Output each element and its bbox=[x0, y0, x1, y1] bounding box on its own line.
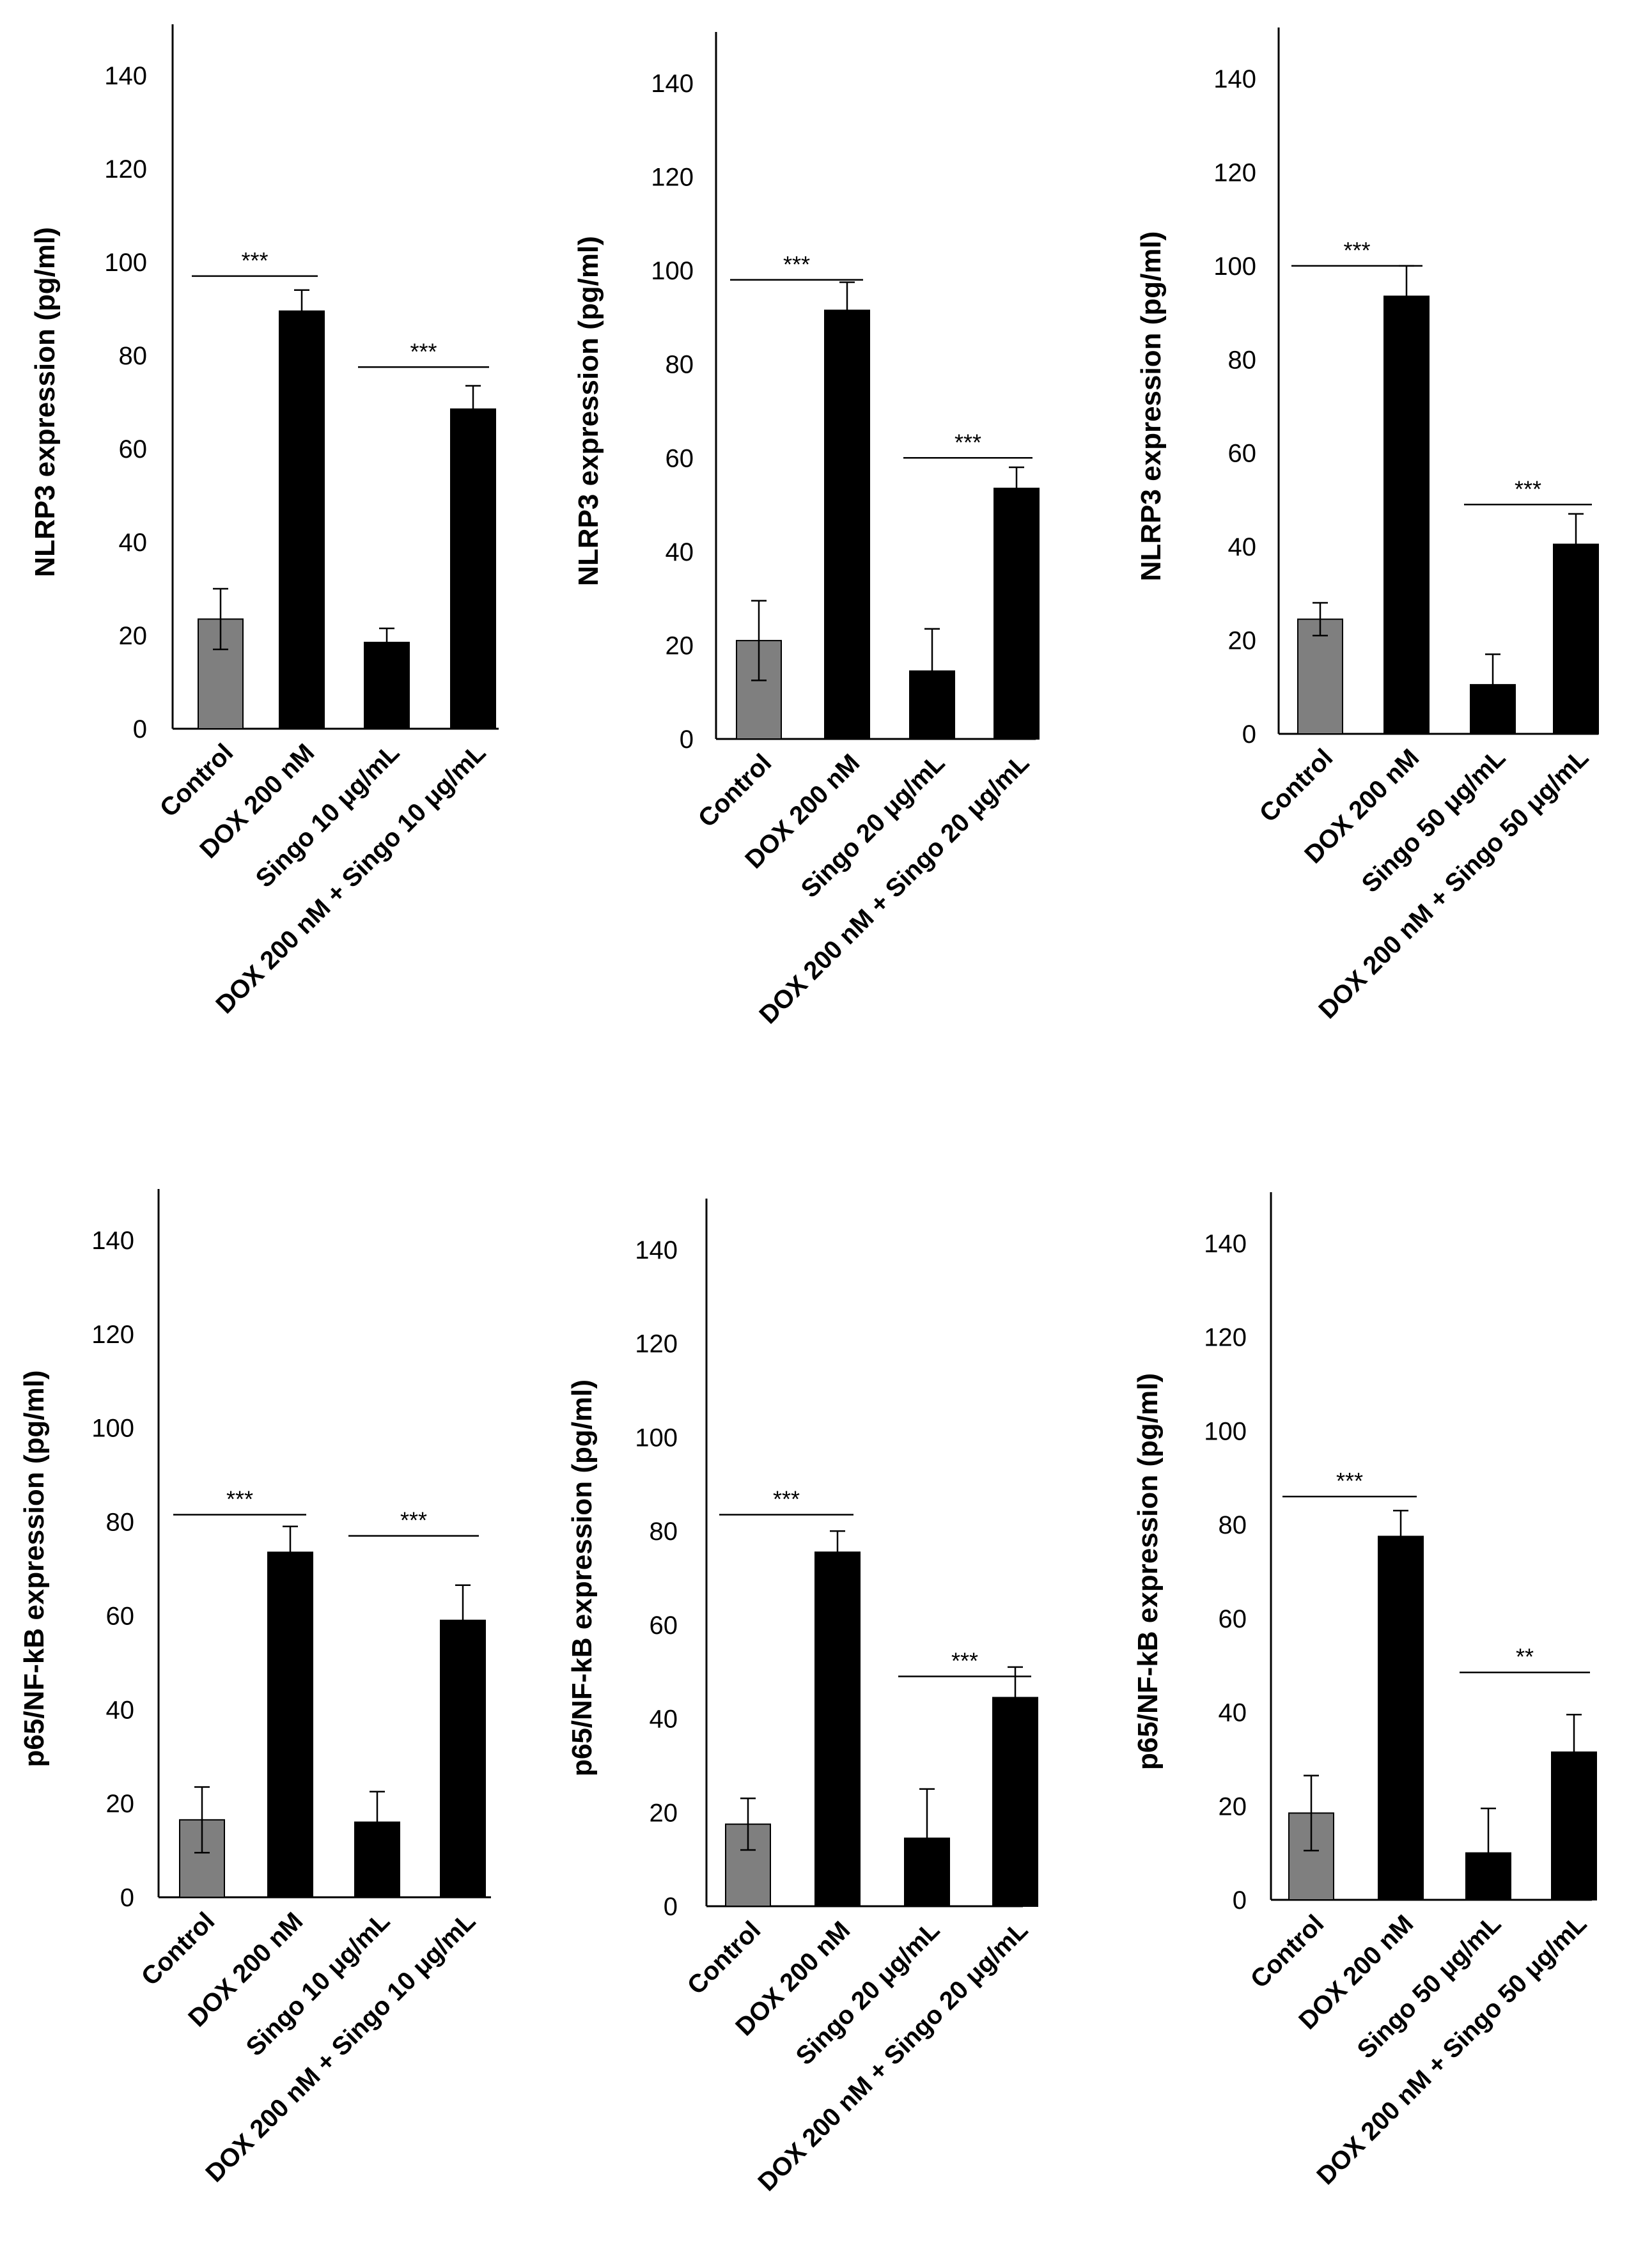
y-tick-label: 0 bbox=[133, 715, 147, 743]
significance-label: *** bbox=[241, 247, 268, 274]
y-tick-label: 0 bbox=[1242, 720, 1256, 749]
bar-1 bbox=[1378, 1535, 1424, 1901]
significance-label: *** bbox=[1343, 237, 1370, 263]
y-tick-label: 40 bbox=[119, 529, 148, 557]
y-tick-label: 60 bbox=[1219, 1605, 1247, 1633]
y-tick-label: 60 bbox=[650, 1612, 678, 1640]
y-tick-label: 100 bbox=[635, 1424, 678, 1452]
y-tick-label: 60 bbox=[106, 1602, 135, 1630]
y-tick-label: 120 bbox=[1213, 159, 1256, 187]
y-tick-label: 80 bbox=[106, 1509, 135, 1537]
bar-3 bbox=[450, 408, 496, 729]
chart-panel-top-left: 0 20 40 60 80 100 120 140 NLRP3 expression (pg/m… bbox=[29, 24, 499, 1019]
y-tick-label: 140 bbox=[635, 1236, 678, 1264]
y-tick-label: 20 bbox=[106, 1790, 135, 1818]
y-tick-label: 120 bbox=[635, 1330, 678, 1358]
significance-label: ** bbox=[1516, 1643, 1534, 1670]
y-tick-label: 100 bbox=[651, 257, 694, 285]
y-axis-title: NLRP3 expression (pg/ml) bbox=[573, 236, 604, 586]
bar-0 bbox=[1297, 618, 1343, 734]
chart-panel-top-right: 0 20 40 60 80 100 120 140 NLRP3 expression (pg/m… bbox=[1135, 27, 1599, 1024]
y-tick-label: 140 bbox=[1204, 1230, 1247, 1258]
significance-label: *** bbox=[226, 1486, 253, 1512]
y-axis-title: p65/NF-kB expression (pg/ml) bbox=[566, 1379, 598, 1776]
y-axis-title: NLRP3 expression (pg/ml) bbox=[29, 227, 61, 577]
bar-1 bbox=[279, 310, 325, 729]
y-tick-label: 140 bbox=[104, 62, 147, 90]
significance-label: *** bbox=[773, 1486, 800, 1512]
significance-label: *** bbox=[1515, 476, 1541, 502]
significance-label: *** bbox=[410, 338, 437, 364]
bar-1 bbox=[1383, 295, 1430, 735]
y-tick-label: 20 bbox=[1228, 627, 1257, 655]
significance-label: *** bbox=[1336, 1468, 1363, 1494]
significance-label: *** bbox=[951, 1648, 978, 1674]
category-label: Singo 10 μg/mL bbox=[241, 1907, 396, 2062]
y-tick-label: 20 bbox=[666, 632, 694, 660]
y-tick-label: 120 bbox=[1204, 1324, 1247, 1352]
y-tick-label: 0 bbox=[664, 1893, 678, 1921]
y-tick-label: 100 bbox=[1213, 253, 1256, 281]
y-tick-label: 80 bbox=[666, 351, 694, 379]
bar-1 bbox=[824, 309, 870, 740]
bar-1 bbox=[267, 1551, 313, 1899]
y-tick-label: 0 bbox=[680, 726, 694, 754]
y-tick-label: 120 bbox=[651, 164, 694, 192]
category-label: Control bbox=[1245, 1909, 1330, 1994]
y-tick-label: 80 bbox=[1228, 346, 1257, 374]
bar-1 bbox=[814, 1551, 861, 1907]
y-tick-label: 100 bbox=[1204, 1417, 1247, 1445]
y-tick-label: 140 bbox=[91, 1227, 134, 1255]
y-tick-label: 20 bbox=[119, 622, 148, 650]
significance-label: *** bbox=[955, 429, 981, 455]
category-label: Control bbox=[155, 738, 239, 823]
y-tick-label: 40 bbox=[1219, 1699, 1247, 1727]
y-tick-label: 40 bbox=[650, 1705, 678, 1734]
y-tick-label: 80 bbox=[650, 1518, 678, 1546]
y-tick-label: 20 bbox=[650, 1799, 678, 1827]
chart-panel-top-middle: 0 20 40 60 80 100 120 140 NLRP3 expression (pg/m… bbox=[573, 32, 1040, 1029]
category-label: Control bbox=[1254, 743, 1339, 828]
chart-panel-bottom-left: 0 20 40 60 80 100 120 140 p65/NF-kB expression (… bbox=[19, 1189, 491, 2187]
bar-3 bbox=[1551, 1751, 1597, 1901]
y-axis-title: NLRP3 expression (pg/ml) bbox=[1135, 231, 1167, 582]
y-tick-label: 80 bbox=[119, 342, 148, 370]
category-label: Singo 50 μg/mL bbox=[1357, 743, 1511, 898]
chart-panel-bottom-right: 0 20 40 60 80 100 120 140 p65/NF-kB expression (… bbox=[1132, 1192, 1597, 2190]
bar-3 bbox=[994, 487, 1040, 740]
y-tick-label: 120 bbox=[91, 1321, 134, 1349]
y-tick-label: 40 bbox=[666, 538, 694, 566]
y-tick-label: 120 bbox=[104, 155, 147, 183]
y-tick-label: 60 bbox=[1228, 440, 1257, 468]
bar-2 bbox=[364, 641, 410, 730]
category-label: Singo 10 μg/mL bbox=[251, 738, 405, 893]
bar-3 bbox=[440, 1619, 486, 1899]
y-tick-label: 40 bbox=[106, 1696, 135, 1724]
category-label: Control bbox=[693, 749, 777, 833]
category-label: Control bbox=[136, 1907, 221, 1991]
y-tick-label: 100 bbox=[104, 249, 147, 277]
y-tick-label: 60 bbox=[119, 435, 148, 463]
category-label: Control bbox=[682, 1916, 767, 2000]
y-tick-label: 140 bbox=[651, 70, 694, 98]
y-tick-label: 0 bbox=[1233, 1886, 1247, 1915]
y-tick-label: 100 bbox=[91, 1415, 134, 1443]
category-label: Singo 20 μg/mL bbox=[796, 749, 951, 903]
y-tick-label: 0 bbox=[120, 1884, 134, 1912]
y-axis-title: p65/NF-kB expression (pg/ml) bbox=[1132, 1373, 1164, 1770]
significance-label: *** bbox=[783, 251, 810, 277]
bar-3 bbox=[992, 1697, 1038, 1907]
y-axis-title: p65/NF-kB expression (pg/ml) bbox=[19, 1370, 50, 1767]
significance-label: *** bbox=[400, 1507, 427, 1534]
y-tick-label: 140 bbox=[1213, 65, 1256, 93]
chart-panel-bottom-middle: 0 20 40 60 80 100 120 140 p65/NF-kB expression (… bbox=[566, 1199, 1038, 2196]
y-tick-label: 80 bbox=[1219, 1511, 1247, 1539]
bar-3 bbox=[1553, 543, 1599, 734]
y-tick-label: 20 bbox=[1219, 1792, 1247, 1821]
y-tick-label: 60 bbox=[666, 444, 694, 472]
y-tick-label: 40 bbox=[1228, 533, 1257, 561]
